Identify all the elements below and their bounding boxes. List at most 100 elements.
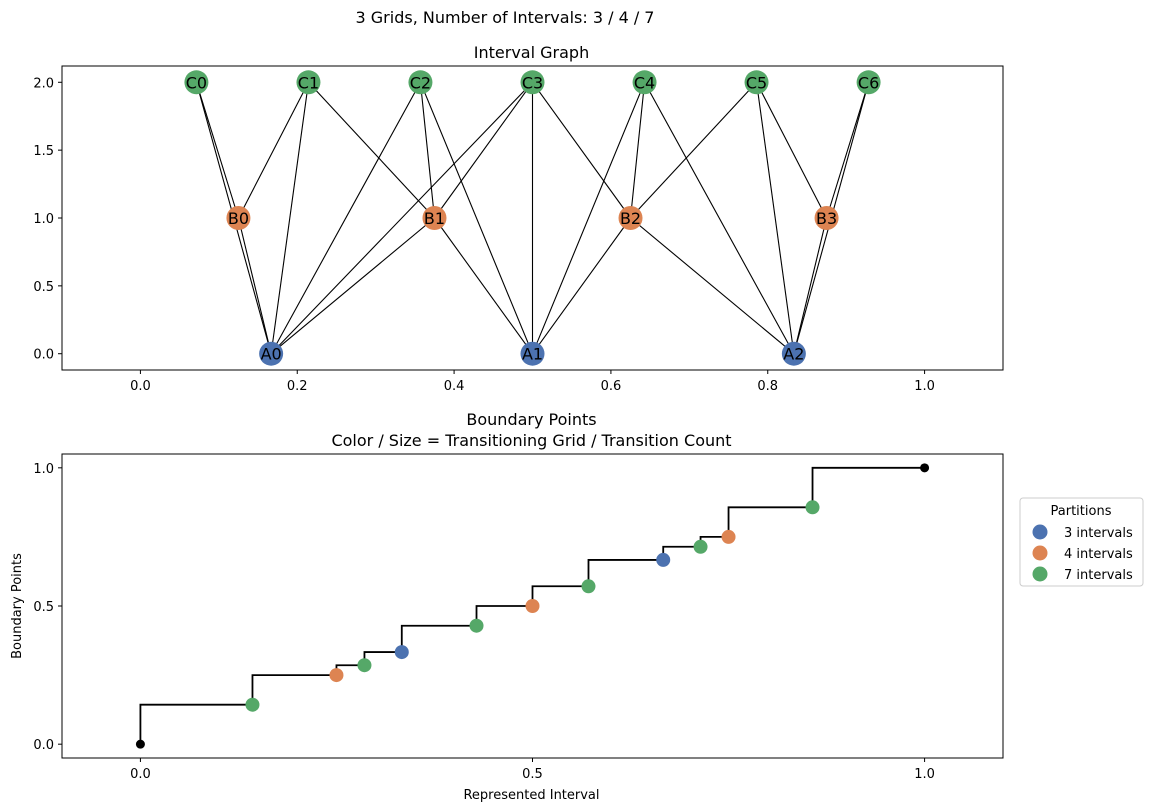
boundary-point-grid_7 bbox=[581, 579, 596, 594]
boundary-points-xticks: 0.0 0.5 1.0 bbox=[130, 758, 935, 782]
graph-edge-A2-B2 bbox=[630, 217, 795, 355]
graph-node-label-A2: A2 bbox=[783, 345, 804, 364]
bottom-ytick-label: 0.5 bbox=[33, 600, 54, 615]
graph-node-label-C0: C0 bbox=[186, 73, 207, 92]
top-ytick-label: 1.5 bbox=[33, 144, 54, 159]
top-xtick-label: 1.0 bbox=[914, 379, 935, 394]
legend-frame bbox=[1019, 497, 1144, 587]
boundary-endpoint-0 bbox=[135, 739, 145, 749]
boundary-point-grid_7 bbox=[805, 500, 820, 515]
figure-suptitle: 3 Grids, Number of Intervals: 3 / 4 / 7 bbox=[356, 8, 655, 27]
graph-node-label-A1: A1 bbox=[522, 345, 543, 364]
boundary-points-yticks: 0.0 0.5 1.0 bbox=[33, 462, 62, 753]
top-xtick-label: 0.2 bbox=[287, 379, 308, 394]
graph-node-label-C1: C1 bbox=[298, 73, 319, 92]
graph-edge-A2-B3 bbox=[793, 217, 828, 354]
graph-node-C2 bbox=[408, 70, 433, 95]
legend-label-grid_7: 7 intervals bbox=[1064, 568, 1133, 583]
graph-node-label-C4: C4 bbox=[634, 73, 655, 92]
bottom-xtick-label: 0.0 bbox=[130, 767, 151, 782]
graph-node-B3 bbox=[814, 206, 839, 230]
graph-edge-A0-C2 bbox=[270, 82, 421, 354]
legend-marker-grid_3 bbox=[1032, 524, 1048, 540]
boundary-point-grid_3 bbox=[394, 645, 409, 660]
graph-edge-A1-B1 bbox=[434, 217, 533, 355]
legend-title: Partitions bbox=[1051, 504, 1112, 519]
top-ytick-label: 1.0 bbox=[33, 212, 54, 227]
top-xtick-label: 0.8 bbox=[757, 379, 778, 394]
graph-edge-A0-C1 bbox=[270, 82, 310, 354]
graph-edge-A0-C3 bbox=[270, 81, 533, 355]
graph-edge-A0-B0 bbox=[237, 217, 272, 354]
graph-node-A0 bbox=[259, 341, 284, 366]
graph-node-C6 bbox=[856, 70, 881, 95]
graph-node-C5 bbox=[744, 70, 769, 95]
graph-edge-B0-C0 bbox=[195, 82, 239, 219]
partitions-legend: Partitions 3 intervals 4 intervals 7 inter… bbox=[1019, 497, 1144, 587]
graph-node-C3 bbox=[520, 70, 545, 95]
graph-edge-A1-C2 bbox=[419, 82, 534, 354]
graph-node-B0 bbox=[226, 206, 251, 230]
interval-graph-xticks: 0.0 0.2 0.4 0.6 0.8 1.0 bbox=[130, 370, 935, 394]
graph-edge-A0-B1 bbox=[270, 217, 435, 355]
bottom-ytick-label: 0.0 bbox=[33, 738, 54, 753]
graph-edge-B2-C4 bbox=[629, 82, 646, 219]
boundary-point-grid_7 bbox=[469, 618, 484, 633]
graph-edge-B2-C3 bbox=[532, 81, 631, 219]
top-ytick-label: 0.5 bbox=[33, 280, 54, 295]
graph-edge-A1-C4 bbox=[531, 82, 646, 354]
graph-node-label-B1: B1 bbox=[424, 209, 445, 228]
boundary-endpoint-1 bbox=[920, 463, 930, 473]
interval-graph-axes: Interval Graph A0 A1 A2 B0 B1 B2 B3 C0 C1 C2 C3 C4 C… bbox=[33, 43, 1004, 394]
top-xtick-label: 0.6 bbox=[601, 379, 622, 394]
graph-edge-A2-C4 bbox=[644, 82, 795, 354]
graph-node-C0 bbox=[184, 70, 209, 95]
graph-node-label-B0: B0 bbox=[228, 209, 249, 228]
boundary-point-grid_7 bbox=[245, 697, 260, 712]
boundary-points-title: Boundary Points bbox=[466, 410, 596, 429]
boundary-points-subtitle: Color / Size = Transitioning Grid / Tran… bbox=[331, 431, 731, 450]
interval-graph-yticks: 0.0 0.5 1.0 1.5 2.0 bbox=[33, 76, 62, 363]
top-xtick-label: 0.4 bbox=[444, 379, 465, 394]
graph-node-A1 bbox=[520, 341, 545, 366]
graph-edge-B0-C1 bbox=[237, 82, 309, 219]
legend-label-grid_4: 4 intervals bbox=[1064, 547, 1133, 562]
graph-edge-B1-C2 bbox=[419, 82, 436, 219]
interval-graph-edges bbox=[195, 81, 870, 355]
top-xtick-label: 0.0 bbox=[130, 379, 151, 394]
graph-node-label-B3: B3 bbox=[816, 209, 837, 228]
boundary-points-ylabel: Boundary Points bbox=[10, 553, 25, 659]
bottom-ytick-label: 1.0 bbox=[33, 462, 54, 477]
graph-edge-B3-C6 bbox=[826, 82, 870, 219]
graph-node-B1 bbox=[422, 206, 447, 230]
boundary-point-grid_4 bbox=[525, 599, 540, 613]
bottom-xtick-label: 0.5 bbox=[522, 767, 543, 782]
graph-edge-A1-B2 bbox=[532, 217, 631, 355]
graph-node-label-C6: C6 bbox=[858, 73, 879, 92]
legend-label-grid_3: 3 intervals bbox=[1064, 526, 1133, 541]
graph-node-A2 bbox=[781, 341, 806, 366]
graph-node-C4 bbox=[632, 70, 657, 95]
boundary-point-grid_7 bbox=[693, 539, 708, 554]
boundary-point-grid_4 bbox=[329, 668, 344, 683]
graph-node-label-C3: C3 bbox=[522, 73, 543, 92]
bottom-xtick-label: 1.0 bbox=[914, 767, 935, 782]
top-ytick-label: 2.0 bbox=[33, 76, 54, 91]
graph-node-label-B2: B2 bbox=[620, 209, 641, 228]
legend-marker-grid_7 bbox=[1032, 566, 1048, 582]
boundary-points-markers bbox=[135, 463, 930, 749]
graph-edge-B1-C3 bbox=[434, 81, 533, 219]
boundary-point-grid_7 bbox=[357, 658, 372, 673]
graph-node-B2 bbox=[618, 206, 643, 230]
boundary-point-grid_3 bbox=[656, 552, 671, 567]
boundary-point-grid_4 bbox=[721, 529, 736, 544]
graph-node-label-C2: C2 bbox=[410, 73, 431, 92]
graph-node-C1 bbox=[296, 70, 321, 95]
graph-node-label-C5: C5 bbox=[746, 73, 767, 92]
legend-marker-grid_4 bbox=[1032, 545, 1048, 561]
top-ytick-label: 0.0 bbox=[33, 348, 54, 363]
graph-node-label-A0: A0 bbox=[261, 345, 282, 364]
interval-graph-title: Interval Graph bbox=[474, 43, 589, 62]
boundary-points-xlabel: Represented Interval bbox=[463, 788, 599, 803]
